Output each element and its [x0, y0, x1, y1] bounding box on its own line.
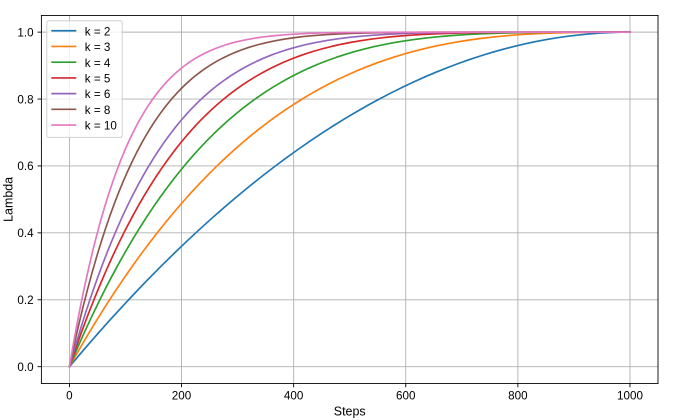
svg-text:k = 3: k = 3: [85, 41, 111, 54]
svg-text:200: 200: [172, 390, 192, 403]
svg-text:0: 0: [66, 390, 73, 403]
svg-text:k = 2: k = 2: [85, 25, 111, 38]
svg-text:0.6: 0.6: [17, 160, 33, 173]
svg-text:0.0: 0.0: [17, 361, 34, 374]
svg-text:600: 600: [396, 390, 416, 403]
svg-text:800: 800: [508, 390, 528, 403]
svg-text:k = 8: k = 8: [85, 104, 111, 117]
svg-text:0.8: 0.8: [17, 93, 33, 106]
svg-text:k = 6: k = 6: [85, 88, 111, 101]
svg-text:1000: 1000: [617, 390, 643, 403]
svg-text:1.0: 1.0: [17, 26, 34, 39]
svg-text:Lambda: Lambda: [2, 177, 16, 222]
svg-text:0.2: 0.2: [17, 294, 33, 307]
svg-text:k = 5: k = 5: [85, 73, 111, 86]
svg-text:400: 400: [284, 390, 304, 403]
svg-text:Steps: Steps: [334, 404, 366, 418]
svg-text:0.4: 0.4: [17, 227, 34, 240]
svg-text:k = 4: k = 4: [85, 57, 111, 70]
svg-text:k = 10: k = 10: [85, 120, 118, 133]
